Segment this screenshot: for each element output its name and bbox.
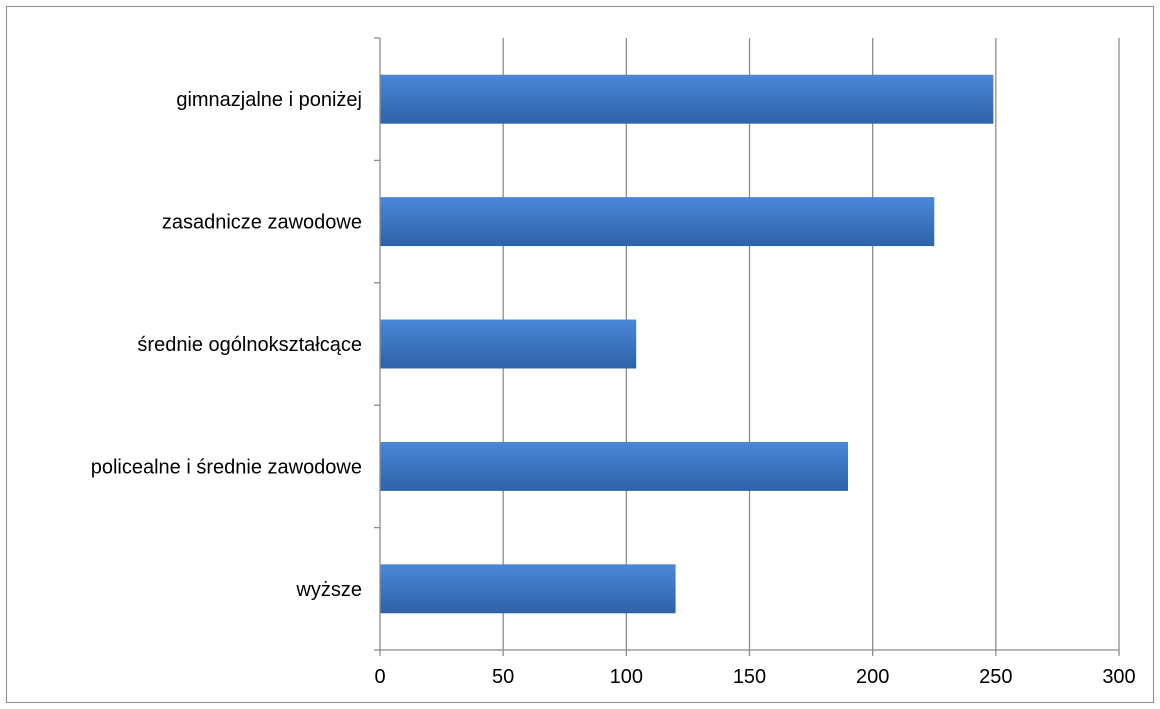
chart-frame: 0 50 100 150 200 250 300 gimnazjalne i poniżej z…	[6, 6, 1154, 703]
category-label: policealne i średnie zawodowe	[91, 456, 362, 478]
x-tick-label: 200	[856, 666, 889, 688]
bar-5	[380, 564, 676, 614]
axes	[374, 37, 1120, 656]
x-tick-label: 50	[492, 666, 514, 688]
category-label: zasadnicze zawodowe	[162, 212, 362, 234]
x-tick-label: 100	[610, 666, 643, 688]
x-tick-label: 0	[374, 666, 385, 688]
bar-2	[380, 197, 935, 247]
category-label: gimnazjalne i poniżej	[176, 89, 362, 111]
x-tick-label: 150	[733, 666, 766, 688]
gridlines	[502, 38, 1120, 650]
x-tick-label: 250	[979, 666, 1012, 688]
category-label: wyższe	[295, 579, 362, 601]
bars	[380, 74, 994, 614]
labels: 0 50 100 150 200 250 300 gimnazjalne i poniżej z…	[91, 89, 1136, 688]
bar-4	[380, 441, 849, 491]
bar-3	[380, 319, 637, 369]
x-tick-label: 300	[1102, 666, 1135, 688]
bar-1	[380, 74, 994, 124]
category-label: średnie ogólnokształcące	[137, 334, 362, 356]
bar-chart: 0 50 100 150 200 250 300 gimnazjalne i poniżej z…	[91, 37, 1136, 688]
